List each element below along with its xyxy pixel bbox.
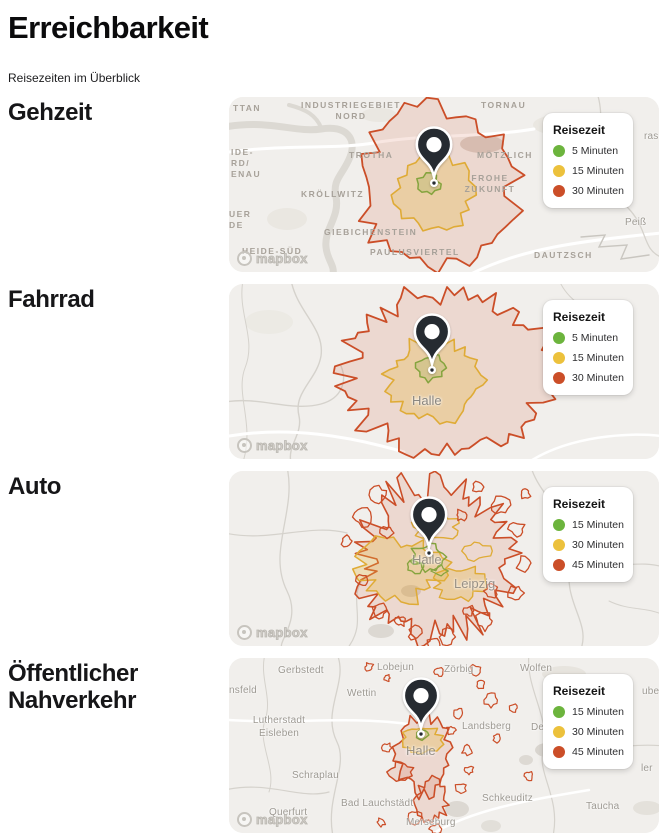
red-dot-icon — [553, 185, 565, 197]
red-dot-icon — [553, 559, 565, 571]
page-title: Erreichbarkeit — [8, 10, 209, 45]
page-subtitle: Reisezeiten im Überblick — [8, 71, 141, 85]
legend-item: 45 Minuten — [553, 559, 624, 571]
mapbox-logo[interactable]: mapbox — [237, 625, 308, 640]
mapbox-wordmark: mapbox — [256, 812, 308, 828]
legend-item: 45 Minuten — [553, 746, 624, 758]
mapbox-logo[interactable]: mapbox — [237, 251, 308, 266]
legend-card: Reisezeit 15 Minuten 30 Minuten 45 Minut… — [543, 674, 633, 769]
legend-item: 5 Minuten — [553, 145, 623, 157]
mapbox-icon — [237, 625, 252, 640]
legend-item-label: 5 Minuten — [572, 145, 619, 157]
legend-item: 15 Minuten — [553, 165, 624, 177]
yellow-dot-icon — [553, 165, 565, 177]
legend-item-label: 30 Minuten — [572, 372, 624, 384]
section-fahrrad: Fahrrad Reisezeit 5 Minuten 15 Minuten 3… — [8, 284, 661, 459]
legend-item-label: 15 Minuten — [572, 706, 624, 718]
legend-item-label: 5 Minuten — [572, 332, 619, 344]
map-canvas — [229, 284, 659, 459]
legend-card: Reisezeit 5 Minuten 15 Minuten 30 Minute… — [543, 113, 633, 208]
section-auto: Auto Reisezeit 15 Minuten 30 Minuten 45 … — [8, 471, 661, 646]
section-label-oepnv: Öffentlicher Nahverkehr — [8, 660, 138, 715]
legend-item: 30 Minuten — [553, 372, 624, 384]
legend-item: 15 Minuten — [553, 519, 624, 531]
legend-item: 30 Minuten — [553, 185, 624, 197]
section-label-auto: Auto — [8, 473, 62, 500]
green-dot-icon — [553, 332, 565, 344]
legend-item-label: 15 Minuten — [572, 165, 624, 177]
map-auto[interactable]: Reisezeit 15 Minuten 30 Minuten 45 Minut… — [229, 471, 659, 646]
section-label-gehzeit: Gehzeit — [8, 99, 92, 126]
mapbox-wordmark: mapbox — [256, 438, 308, 454]
yellow-dot-icon — [553, 352, 565, 364]
red-dot-icon — [553, 746, 565, 758]
green-dot-icon — [553, 519, 565, 531]
legend-card: Reisezeit 15 Minuten 30 Minuten 45 Minut… — [543, 487, 633, 582]
mapbox-icon — [237, 812, 252, 827]
legend-card: Reisezeit 5 Minuten 15 Minuten 30 Minute… — [543, 300, 633, 395]
map-oepnv[interactable]: Reisezeit 15 Minuten 30 Minuten 45 Minut… — [229, 658, 659, 833]
legend-item-label: 30 Minuten — [572, 726, 624, 738]
location-pin-icon — [402, 677, 440, 738]
section-oepnv: Öffentlicher Nahverkehr Reisezeit 15 Min… — [8, 658, 661, 833]
legend-item: 30 Minuten — [553, 726, 624, 738]
mapbox-wordmark: mapbox — [256, 625, 308, 641]
red-dot-icon — [553, 372, 565, 384]
legend-title: Reisezeit — [553, 684, 606, 698]
legend-item-label: 30 Minuten — [572, 539, 624, 551]
green-dot-icon — [553, 145, 565, 157]
legend-title: Reisezeit — [553, 123, 606, 137]
map-fahrrad[interactable]: Reisezeit 5 Minuten 15 Minuten 30 Minute… — [229, 284, 659, 459]
legend-title: Reisezeit — [553, 310, 606, 324]
location-pin-icon — [410, 496, 448, 557]
location-pin-icon — [413, 313, 451, 374]
mapbox-icon — [237, 438, 252, 453]
map-gehzeit[interactable]: Reisezeit 5 Minuten 15 Minuten 30 Minute… — [229, 97, 659, 272]
legend-item-label: 15 Minuten — [572, 352, 624, 364]
legend-item: 15 Minuten — [553, 352, 624, 364]
legend-title: Reisezeit — [553, 497, 606, 511]
legend-item: 30 Minuten — [553, 539, 624, 551]
legend-item-label: 30 Minuten — [572, 185, 624, 197]
mapbox-wordmark: mapbox — [256, 251, 308, 267]
mapbox-logo[interactable]: mapbox — [237, 812, 308, 827]
legend-item: 15 Minuten — [553, 706, 624, 718]
yellow-dot-icon — [553, 539, 565, 551]
mapbox-icon — [237, 251, 252, 266]
section-label-fahrrad: Fahrrad — [8, 286, 95, 313]
yellow-dot-icon — [553, 726, 565, 738]
legend-item-label: 45 Minuten — [572, 559, 624, 571]
legend-item-label: 45 Minuten — [572, 746, 624, 758]
legend-item: 5 Minuten — [553, 332, 623, 344]
mapbox-logo[interactable]: mapbox — [237, 438, 308, 453]
green-dot-icon — [553, 706, 565, 718]
section-gehzeit: Gehzeit Reisezeit 5 Minuten 15 Minuten 3… — [8, 97, 661, 272]
legend-item-label: 15 Minuten — [572, 519, 624, 531]
location-pin-icon — [415, 126, 453, 187]
